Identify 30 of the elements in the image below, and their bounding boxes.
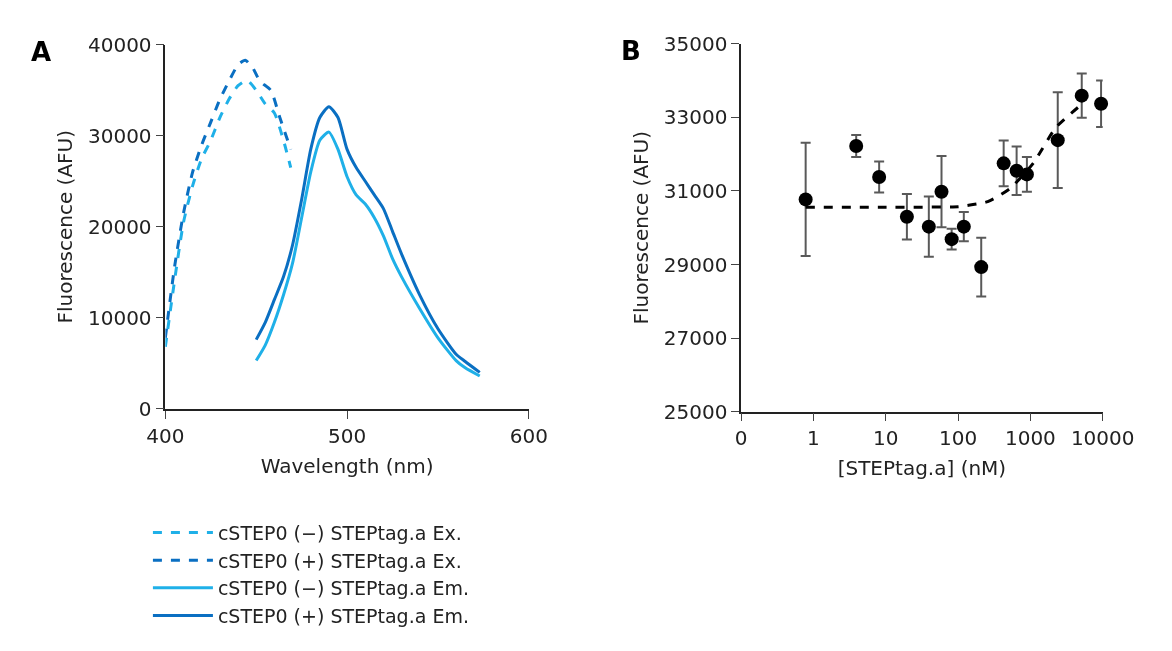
x-tick-label: 500 [327, 423, 367, 448]
legend-label: cSTEP0 (+) STEPtag.a Em. [217, 604, 469, 627]
x-axis-title: [STEPtag.a] (nM) [837, 456, 1007, 481]
x-tick-label: 600 [509, 423, 548, 448]
y-tick-label: 0 [138, 396, 152, 421]
x-tick-label: 10 [873, 426, 899, 451]
y-tick-label: 33000 [663, 105, 728, 130]
x-axis-title: Wavelength (nm) [260, 453, 434, 478]
x-tick-label: 400 [146, 423, 185, 448]
y-tick-label: 29000 [663, 252, 728, 277]
legend-label: cSTEP0 (+) STEPtag.a Ex. [217, 549, 462, 572]
y-axis-title: Fluorescence (AFU) [628, 130, 653, 325]
text: A [31, 37, 52, 67]
x-tick-label: 10000 [1070, 426, 1135, 451]
y-tick-label: 25000 [663, 399, 728, 424]
y-axis-title: Fluorescence (AFU) [52, 130, 77, 324]
x-tick-label: 1000 [1004, 426, 1056, 451]
y-tick-label: 35000 [663, 31, 728, 56]
y-tick-label: 40000 [87, 32, 152, 57]
y-tick-label: 10000 [87, 305, 152, 330]
x-tick-label: 1 [807, 426, 820, 451]
y-tick-label: 31000 [663, 178, 728, 203]
legend-label: cSTEP0 (−) STEPtag.a Ex. [217, 521, 462, 544]
y-tick-label: 27000 [663, 326, 728, 351]
x-tick-label: 0 [734, 426, 748, 451]
text: B [621, 36, 641, 66]
x-tick-label: 100 [938, 426, 978, 451]
y-tick-label: 30000 [87, 123, 152, 148]
y-tick-label: 20000 [87, 214, 152, 239]
legend-label: cSTEP0 (−) STEPtag.a Em. [217, 577, 469, 600]
